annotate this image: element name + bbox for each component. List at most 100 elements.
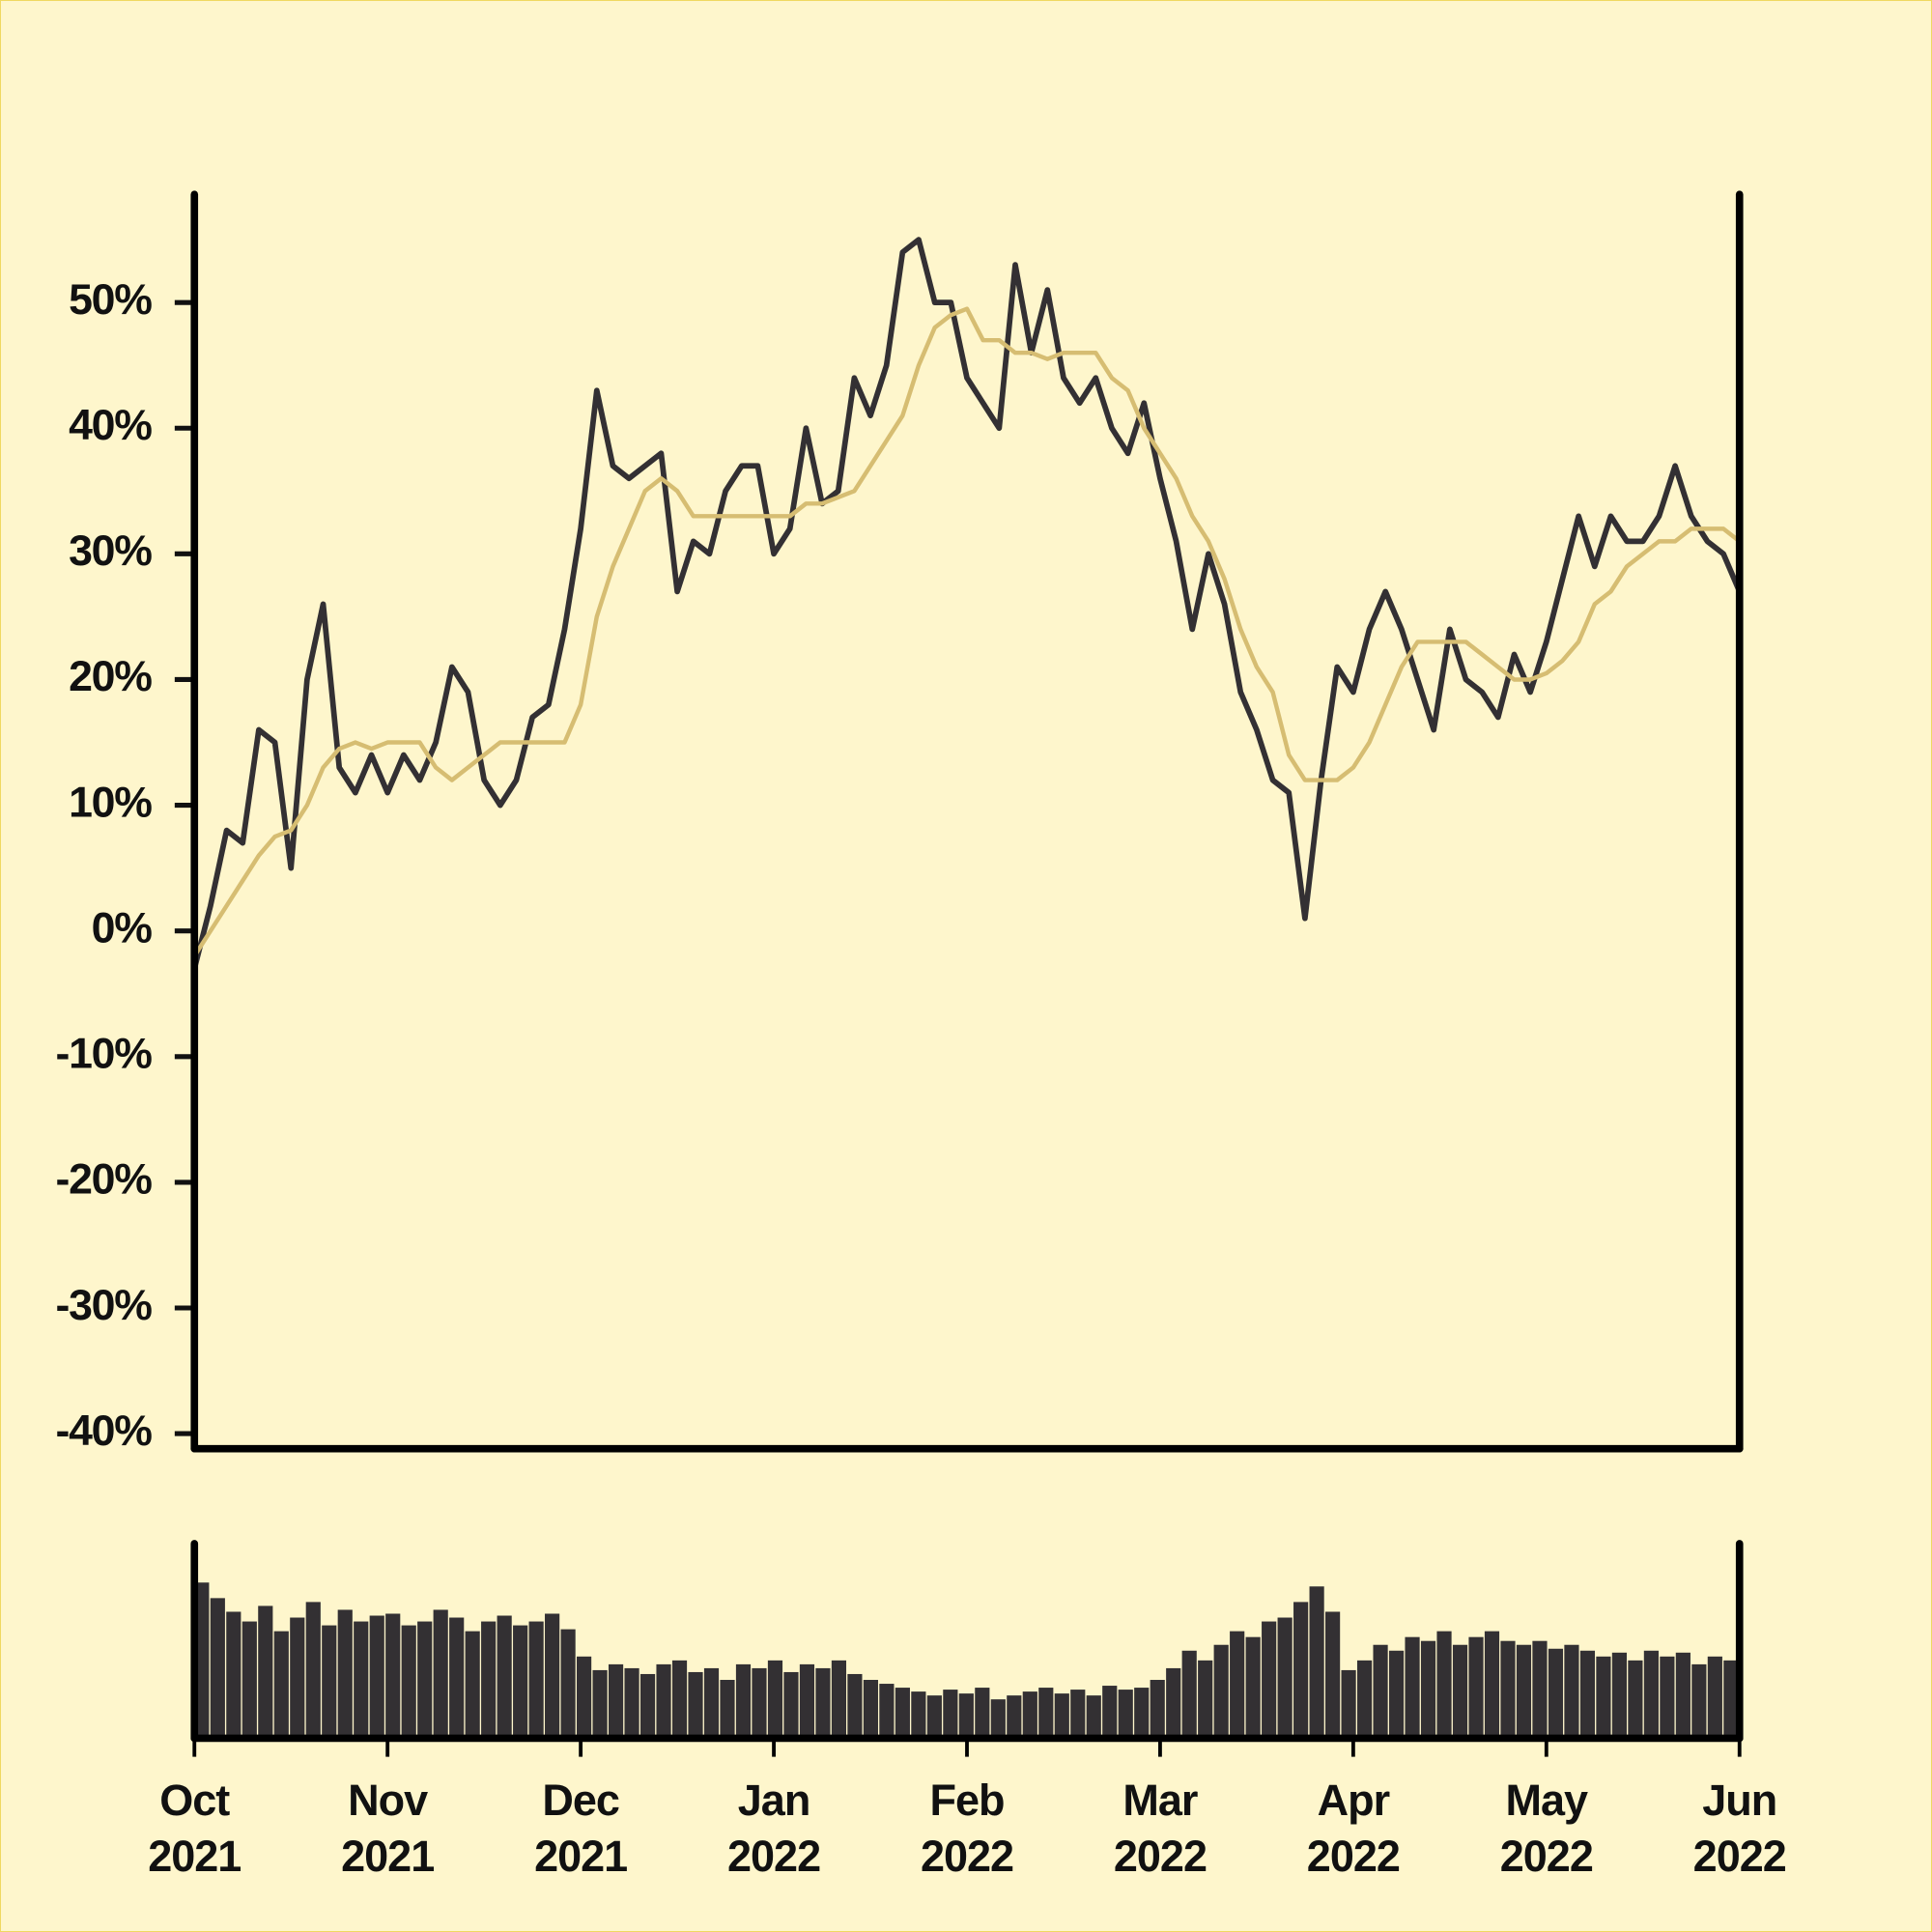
volume-bar [943, 1690, 958, 1739]
volume-bar [1468, 1636, 1484, 1739]
volume-bar [577, 1656, 592, 1739]
volume-bar [1230, 1631, 1245, 1739]
volume-bar [656, 1663, 671, 1739]
volume-bar [608, 1663, 624, 1739]
volume-bar [226, 1611, 242, 1739]
volume-bar [1102, 1686, 1118, 1739]
volume-bar [1166, 1667, 1181, 1739]
x-tick-label: Nov 2021 [341, 1776, 435, 1882]
volume-bar [1198, 1660, 1213, 1739]
volume-bar [1660, 1656, 1675, 1739]
volume-bar [688, 1671, 703, 1739]
volume-bar [783, 1671, 799, 1739]
volume-bar [752, 1667, 767, 1739]
volume-bar [847, 1673, 863, 1739]
volume-bar [1484, 1631, 1500, 1739]
volume-bar [958, 1693, 974, 1739]
y-tick-label: 30% [69, 527, 152, 575]
volume-bar [1611, 1652, 1627, 1739]
y-tick-label: -40% [56, 1407, 153, 1455]
volume-bar [1707, 1656, 1722, 1739]
volume-bar [513, 1625, 528, 1739]
volume-bar [465, 1631, 480, 1739]
volume-bar [1262, 1621, 1277, 1739]
volume-bar [481, 1621, 497, 1739]
x-tick-label: Dec 2021 [534, 1776, 628, 1882]
y-tick-label: -30% [56, 1282, 153, 1329]
volume-bar [1579, 1650, 1596, 1739]
volume-bar [1213, 1644, 1229, 1739]
volume-bar [433, 1609, 448, 1739]
volume-bar [1054, 1693, 1069, 1739]
volume-bar [1675, 1652, 1690, 1739]
volume-bar [1388, 1650, 1405, 1739]
volume-bar [735, 1663, 752, 1739]
volume-bar [1070, 1690, 1086, 1739]
y-tick-label: 10% [69, 779, 152, 826]
y-tick-label: -10% [56, 1031, 153, 1078]
volume-bar [703, 1667, 720, 1739]
volume-bar [1134, 1688, 1150, 1739]
volume-bar [799, 1663, 815, 1739]
volume-bar [592, 1669, 608, 1739]
volume-bar [1436, 1631, 1452, 1739]
x-tick-label: Mar 2022 [1113, 1776, 1208, 1882]
x-tick-label: Oct 2021 [148, 1776, 242, 1882]
volume-bar [990, 1699, 1006, 1739]
volume-bar [624, 1667, 639, 1739]
line-series [191, 237, 1743, 970]
volume-bar [895, 1688, 910, 1739]
volume-bar [258, 1605, 273, 1739]
volume-bar [337, 1609, 353, 1739]
x-tick-label: Jun 2022 [1692, 1776, 1787, 1882]
volume-bar [1596, 1656, 1611, 1739]
volume-bar [528, 1621, 544, 1739]
volume-bar [1245, 1636, 1261, 1739]
volume-bar [385, 1613, 401, 1739]
x-tick-label: May 2022 [1499, 1776, 1594, 1882]
volume-bar [290, 1617, 305, 1739]
volume-bar [1007, 1695, 1022, 1739]
volume-bar [815, 1667, 831, 1739]
volume-bar [1277, 1617, 1293, 1739]
volume-bar [720, 1680, 735, 1739]
volume-bar [560, 1629, 576, 1739]
volume-bar [417, 1621, 433, 1739]
volume-bar [975, 1688, 990, 1739]
y-tick-label: 0% [92, 904, 153, 952]
volume-bar [671, 1660, 688, 1739]
volume-bar [210, 1598, 225, 1739]
volume-bar [1500, 1640, 1516, 1739]
volume-bar [1691, 1663, 1707, 1739]
volume-bar [1405, 1636, 1420, 1739]
volume-bar [1118, 1690, 1133, 1739]
volume-bar [1723, 1660, 1739, 1739]
volume-bar [1452, 1644, 1468, 1739]
volume-bar [911, 1691, 926, 1739]
volume-bar [1564, 1644, 1579, 1739]
volume-bar [1038, 1688, 1054, 1739]
volume-bar [305, 1602, 321, 1739]
volume-bar [1325, 1611, 1341, 1739]
volume-bar [273, 1631, 289, 1739]
volume-bar [831, 1660, 847, 1739]
volume-bar [863, 1680, 878, 1739]
volume-bar [926, 1695, 942, 1739]
volume-bar [1420, 1640, 1436, 1739]
x-tick-label: Apr 2022 [1306, 1776, 1401, 1882]
volume-bar [322, 1625, 337, 1739]
volume-bar [401, 1625, 416, 1739]
volume-bar [1341, 1669, 1356, 1739]
volume-bar [1293, 1602, 1309, 1739]
volume-bar [1532, 1640, 1548, 1739]
volume-bar [449, 1617, 465, 1739]
volume-bar [545, 1613, 560, 1739]
volume-bar [1548, 1648, 1564, 1739]
volume-bar [497, 1615, 512, 1739]
volume-bar [1516, 1644, 1532, 1739]
y-tick-label: 40% [69, 402, 152, 449]
volume-bar [242, 1621, 257, 1739]
volume-bar [369, 1615, 384, 1739]
volume-bar [1150, 1680, 1165, 1739]
volume-bar [879, 1684, 895, 1739]
